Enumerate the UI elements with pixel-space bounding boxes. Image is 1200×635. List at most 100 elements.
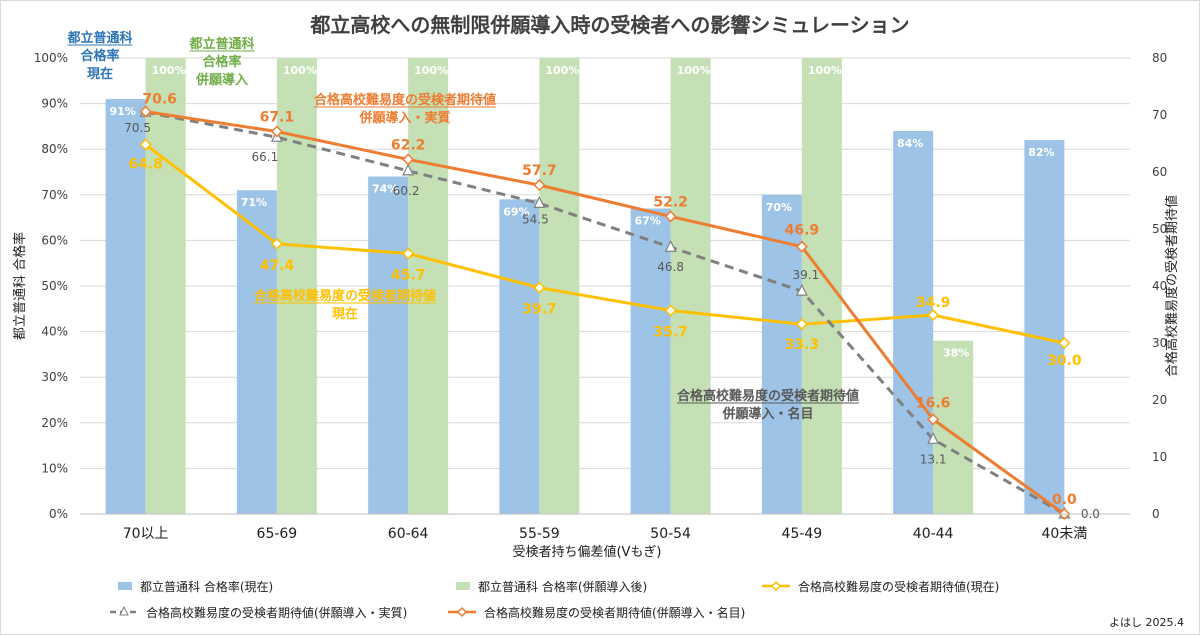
legend-label: 合格高校難易度の受検者期待値(併願導入・名目) — [484, 605, 745, 620]
y-left-tick-label: 80% — [41, 142, 68, 156]
line-data-label: 0.0 — [1081, 507, 1100, 521]
x-category-label: 45-49 — [782, 526, 823, 542]
y-left-tick-label: 70% — [41, 188, 68, 202]
bar-data-label: 74% — [372, 183, 398, 196]
bar-data-label: 82% — [1028, 146, 1054, 159]
bar-data-label: 100% — [677, 64, 711, 77]
bar-data-label: 38% — [943, 347, 969, 360]
marker-triangle — [795, 283, 808, 296]
y-left-tick-label: 50% — [41, 279, 68, 293]
marker-diamond — [402, 247, 415, 260]
line-data-label: 46.9 — [785, 223, 820, 239]
x-category-label: 50-54 — [650, 526, 691, 542]
bar-after — [145, 58, 186, 514]
marker-diamond — [139, 105, 152, 118]
y-right-tick-label: 0 — [1152, 507, 1160, 521]
bar-data-label: 100% — [414, 64, 448, 77]
y-left-tick-label: 0% — [49, 507, 68, 521]
bar-data-label: 70% — [766, 201, 792, 214]
bars — [105, 58, 1065, 515]
marker-diamond — [402, 153, 415, 166]
marker-diamond — [927, 309, 940, 322]
line-data-label: 34.9 — [916, 295, 951, 311]
bar-after — [801, 58, 842, 514]
legend-marker — [456, 606, 468, 618]
y-right-tick-label: 10 — [1152, 450, 1167, 464]
bar-data-label: 100% — [808, 64, 842, 77]
line-data-label: 45.7 — [391, 268, 426, 284]
series-line-2 — [145, 110, 1066, 516]
y-right-tick-label: 80 — [1152, 51, 1167, 65]
bar-current — [368, 176, 409, 514]
series-line-0 — [144, 143, 1065, 345]
marker-diamond — [270, 237, 283, 250]
x-category-label: 40-44 — [913, 526, 954, 542]
y-right-tick-label: 70 — [1152, 108, 1167, 122]
annotation-text: 都立普通科 — [188, 36, 254, 52]
bar-current — [761, 194, 802, 515]
annotation-text: 合格高校難易度の受検者期待値 — [677, 388, 859, 404]
y-left-tick-label: 100% — [34, 51, 68, 65]
line-data-label: 54.5 — [522, 212, 549, 226]
y-left-tick-label: 40% — [41, 325, 68, 339]
y-left-tick-label: 90% — [41, 97, 68, 111]
line-data-label: 70.5 — [124, 121, 151, 135]
annotation-text: 現在 — [332, 306, 358, 322]
line-data-label: 46.8 — [657, 260, 684, 274]
bar-data-label: 100% — [545, 64, 579, 77]
annotation-text: 合格率 — [202, 54, 241, 70]
marker-diamond — [664, 210, 677, 223]
bar-data-label: 100% — [152, 64, 186, 77]
y-axis-left-title: 都立普通科 合格率 — [12, 232, 28, 340]
y-right-tick-label: 40 — [1152, 279, 1167, 293]
annotation-text: 併願導入・名目 — [721, 406, 813, 422]
bar-data-label: 100% — [283, 64, 317, 77]
line-data-label: 70.6 — [142, 92, 177, 108]
bar-data-label: 67% — [634, 214, 660, 227]
legend-label: 合格高校難易度の受検者期待値(併願導入・実質) — [146, 605, 407, 620]
lines — [139, 104, 1071, 521]
legend: 都立普通科 合格率(現在) 都立普通科 合格率(併願導入後) 合格高校難易度の受検者… — [110, 579, 999, 620]
line-data-label: 0.0 — [1052, 492, 1077, 508]
bar-current — [630, 208, 671, 515]
x-category-label: 70以上 — [123, 526, 169, 542]
bar-current — [105, 99, 146, 514]
bar-data-label: 71% — [241, 196, 267, 209]
legend-swatch — [118, 582, 132, 590]
line-data-label: 66.1 — [252, 150, 279, 164]
legend-label: 都立普通科 合格率(併願導入後) — [478, 579, 647, 594]
legend-swatch — [456, 582, 470, 590]
x-category-label: 65-69 — [257, 526, 298, 542]
bar-data-label: 91% — [109, 105, 135, 118]
line-data-label: 13.1 — [920, 452, 947, 466]
legend-label: 合格高校難易度の受検者期待値(現在) — [798, 579, 999, 594]
legend-label: 都立普通科 合格率(現在) — [140, 579, 273, 594]
bar-data-label: 84% — [897, 137, 923, 150]
annotation-text: 合格高校難易度の受検者期待値 — [254, 288, 436, 304]
line-data-label: 16.6 — [916, 395, 951, 411]
bar-after — [670, 58, 711, 514]
bar-current — [499, 199, 540, 515]
annotation-text: 現在 — [87, 66, 113, 82]
y-left-tick-label: 30% — [41, 370, 68, 384]
line-data-label: 62.2 — [391, 137, 426, 153]
line-data-label: 64.8 — [128, 157, 163, 173]
y-right-tick-label: 50 — [1152, 222, 1167, 236]
annotation-text: 合格率 — [80, 48, 119, 64]
annotation-text: 併願導入・実質 — [358, 110, 450, 126]
line-data-label: 39.1 — [793, 268, 820, 282]
axes: 0% 10% 20% 30% 40% 50% 60% 70% 80% 90% 100% 0 10 20 30… — [34, 51, 1168, 542]
y-left-tick-label: 10% — [41, 461, 68, 475]
bar-after — [539, 58, 580, 514]
line-data-label: 39.7 — [522, 302, 557, 318]
chart-title: 都立高校への無制限併願導入時の受検者への影響シミュレーション — [309, 13, 909, 37]
annotation-text: 都立普通科 — [66, 30, 132, 46]
marker-triangle — [927, 431, 940, 444]
marker-diamond — [927, 413, 940, 426]
marker-diamond — [533, 281, 546, 294]
legend-marker — [770, 580, 782, 592]
line-data-label: 57.7 — [522, 163, 557, 179]
annotation-text: 合格高校難易度の受検者期待値 — [314, 92, 496, 108]
bar-current — [236, 190, 277, 515]
bar-current — [1024, 140, 1065, 514]
